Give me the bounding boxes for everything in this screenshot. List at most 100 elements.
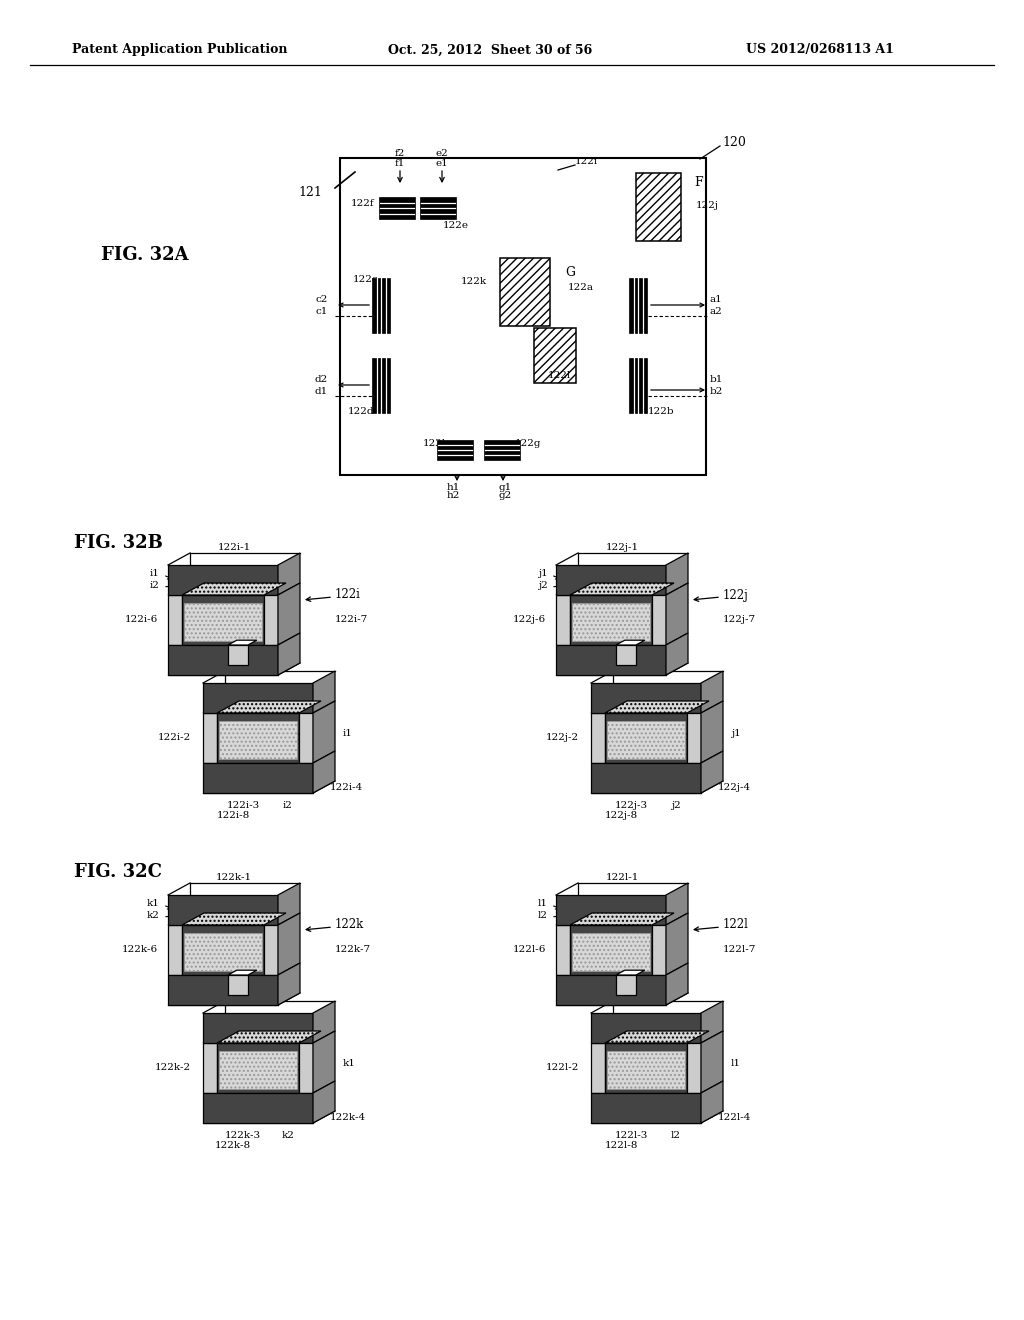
Text: 122c: 122c bbox=[352, 276, 378, 285]
Text: 122l-2: 122l-2 bbox=[546, 1064, 579, 1072]
Bar bbox=[629, 358, 647, 412]
Text: 125: 125 bbox=[292, 734, 312, 742]
Text: c2: c2 bbox=[315, 296, 328, 305]
Polygon shape bbox=[607, 721, 685, 759]
Bar bbox=[420, 197, 456, 219]
Polygon shape bbox=[219, 721, 297, 759]
Polygon shape bbox=[228, 970, 257, 975]
Text: 122b: 122b bbox=[648, 408, 675, 417]
Polygon shape bbox=[616, 640, 645, 645]
Polygon shape bbox=[556, 895, 666, 925]
Text: 122k-6: 122k-6 bbox=[122, 945, 158, 954]
Text: h1: h1 bbox=[446, 483, 460, 491]
Text: f1: f1 bbox=[395, 158, 406, 168]
Polygon shape bbox=[217, 701, 321, 713]
Polygon shape bbox=[264, 595, 278, 645]
Polygon shape bbox=[182, 595, 264, 645]
Polygon shape bbox=[168, 595, 182, 645]
Polygon shape bbox=[182, 925, 264, 975]
Polygon shape bbox=[556, 645, 666, 675]
Polygon shape bbox=[168, 925, 182, 975]
Text: 122j-4: 122j-4 bbox=[718, 784, 752, 792]
Polygon shape bbox=[591, 701, 723, 713]
Text: 122l: 122l bbox=[548, 371, 571, 380]
Text: 122l-7: 122l-7 bbox=[723, 945, 757, 954]
Text: FIG. 32A: FIG. 32A bbox=[101, 246, 188, 264]
Text: k1: k1 bbox=[147, 899, 160, 908]
Polygon shape bbox=[701, 1001, 723, 1043]
Text: l2: l2 bbox=[671, 1130, 681, 1139]
Text: 122l-8: 122l-8 bbox=[604, 1140, 638, 1150]
Polygon shape bbox=[666, 553, 688, 595]
Text: 122l-6: 122l-6 bbox=[513, 945, 546, 954]
Polygon shape bbox=[228, 975, 248, 995]
Polygon shape bbox=[278, 553, 300, 595]
Bar bbox=[379, 197, 415, 219]
Text: Patent Application Publication: Patent Application Publication bbox=[73, 44, 288, 57]
Text: 122k-3: 122k-3 bbox=[225, 1130, 261, 1139]
Text: d1: d1 bbox=[314, 388, 328, 396]
Polygon shape bbox=[701, 751, 723, 793]
Polygon shape bbox=[278, 964, 300, 1005]
Text: 125: 125 bbox=[680, 734, 700, 742]
Text: 122i: 122i bbox=[575, 157, 598, 166]
Text: 122i-2: 122i-2 bbox=[158, 734, 191, 742]
Polygon shape bbox=[666, 913, 688, 975]
Polygon shape bbox=[203, 1031, 335, 1043]
Text: 122l: 122l bbox=[723, 919, 749, 932]
Text: 122k: 122k bbox=[335, 919, 365, 932]
Text: e1: e1 bbox=[435, 158, 449, 168]
Polygon shape bbox=[701, 671, 723, 713]
Text: f2: f2 bbox=[395, 149, 406, 157]
Polygon shape bbox=[228, 645, 248, 665]
Polygon shape bbox=[168, 583, 300, 595]
Polygon shape bbox=[184, 933, 262, 972]
Polygon shape bbox=[616, 645, 636, 665]
Text: 122j-7: 122j-7 bbox=[723, 615, 756, 624]
Polygon shape bbox=[591, 1012, 701, 1043]
Text: 122j-2: 122j-2 bbox=[546, 734, 579, 742]
Bar bbox=[636, 173, 681, 242]
Bar bbox=[500, 257, 550, 326]
Polygon shape bbox=[556, 583, 688, 595]
Polygon shape bbox=[184, 603, 262, 642]
Polygon shape bbox=[666, 964, 688, 1005]
Bar bbox=[484, 440, 520, 459]
Polygon shape bbox=[313, 671, 335, 713]
Text: 125: 125 bbox=[610, 615, 630, 624]
Text: US 2012/0268113 A1: US 2012/0268113 A1 bbox=[746, 44, 894, 57]
Polygon shape bbox=[182, 583, 286, 595]
Polygon shape bbox=[666, 583, 688, 645]
Text: 122k-1: 122k-1 bbox=[216, 873, 252, 882]
Text: 122i: 122i bbox=[335, 589, 360, 602]
Polygon shape bbox=[278, 634, 300, 675]
Polygon shape bbox=[572, 603, 650, 642]
Polygon shape bbox=[652, 925, 666, 975]
Text: 125: 125 bbox=[680, 1064, 700, 1072]
Polygon shape bbox=[591, 682, 701, 713]
Polygon shape bbox=[264, 925, 278, 975]
Text: j1: j1 bbox=[539, 569, 548, 578]
Text: 122i-6: 122i-6 bbox=[125, 615, 158, 624]
Text: j2: j2 bbox=[671, 800, 681, 809]
Text: 122i-1: 122i-1 bbox=[217, 543, 251, 552]
Text: 122j: 122j bbox=[696, 201, 719, 210]
Text: k1: k1 bbox=[343, 1059, 356, 1068]
Text: 122d: 122d bbox=[347, 408, 374, 417]
Polygon shape bbox=[168, 913, 300, 925]
Text: l1: l1 bbox=[731, 1059, 741, 1068]
Polygon shape bbox=[217, 1043, 299, 1093]
Bar bbox=[629, 277, 647, 333]
Text: j2: j2 bbox=[539, 581, 548, 590]
Text: 122j-1: 122j-1 bbox=[605, 543, 639, 552]
Polygon shape bbox=[217, 713, 299, 763]
Text: 125: 125 bbox=[610, 945, 630, 954]
Polygon shape bbox=[313, 1001, 335, 1043]
Polygon shape bbox=[605, 701, 709, 713]
Polygon shape bbox=[203, 682, 313, 713]
Text: 122k-8: 122k-8 bbox=[215, 1140, 251, 1150]
Bar bbox=[372, 277, 390, 333]
Polygon shape bbox=[701, 1031, 723, 1093]
Text: FIG. 32C: FIG. 32C bbox=[74, 863, 162, 880]
Polygon shape bbox=[182, 913, 286, 925]
